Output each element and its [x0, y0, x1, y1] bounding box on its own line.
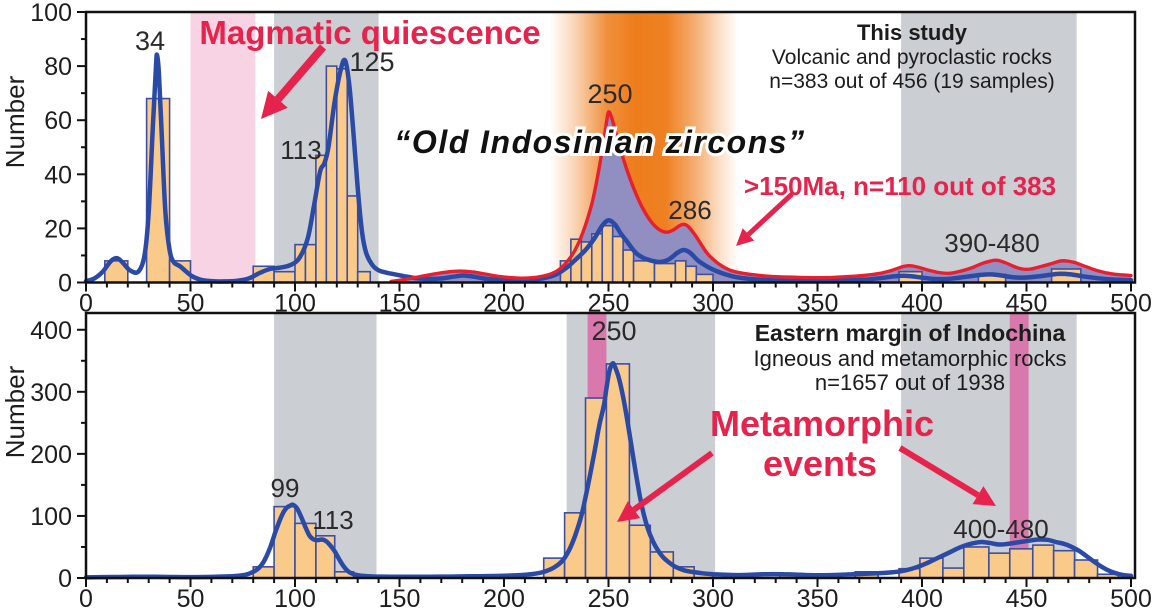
annotation-arrow-shaft	[746, 192, 794, 237]
x-axis-tick-label: 400	[901, 585, 943, 611]
peak-age-label: 286	[668, 195, 711, 225]
histogram-bar	[962, 546, 990, 579]
annotation-text: “Old Indosinian zircons”	[394, 124, 805, 160]
y-axis-tick-label: 80	[44, 53, 72, 81]
peak-age-label: 125	[349, 47, 394, 77]
y-axis-tick-label: 300	[30, 379, 72, 407]
peak-age-label: 250	[591, 316, 636, 346]
y-axis-title: Number	[0, 75, 30, 168]
x-axis-tick-label: 250	[588, 585, 630, 611]
red-kde-fill	[391, 111, 1131, 283]
gray-highlight-band	[901, 313, 1077, 578]
histogram-bar	[605, 363, 631, 579]
histogram-bar	[653, 262, 677, 284]
annotation-arrowhead-icon	[972, 486, 996, 506]
peak-age-label: 113	[312, 505, 353, 535]
histogram-bar	[563, 512, 587, 579]
peak-age-label: 390-480	[944, 228, 1039, 258]
histogram-bar	[988, 552, 1011, 579]
x-axis-tick-label: 450	[1006, 585, 1048, 611]
histogram-bar	[335, 68, 349, 284]
y-axis-tick-label: 0	[58, 270, 72, 298]
peak-age-label: 113	[280, 135, 321, 165]
y-axis-tick-label: 40	[44, 161, 72, 189]
panel-header-line: Volcanic and pyroclastic rocks	[772, 46, 1052, 69]
gray-highlight-band	[901, 12, 1077, 283]
annotation-text: Magmatic quiescence	[199, 14, 540, 51]
x-axis-tick-label: 0	[79, 585, 93, 611]
histogram-bar	[674, 260, 687, 284]
panel-header-line: Eastern margin of Indochina	[755, 320, 1066, 346]
pink-highlight-band	[190, 12, 256, 283]
histogram-bar	[611, 235, 624, 284]
histogram-bar	[1052, 549, 1076, 579]
x-axis-tick-label: 350	[797, 585, 839, 611]
annotation-arrow-shaft	[632, 450, 714, 513]
panel-header-line: Igneous and metamorphic rocks	[753, 346, 1066, 371]
y-axis-tick-label: 100	[30, 0, 72, 27]
histogram-bar	[622, 249, 635, 284]
histogram-bar	[304, 243, 317, 284]
panel-header-line: This study	[857, 20, 968, 45]
histogram-bar	[273, 505, 296, 579]
x-axis-tick-label: 50	[177, 585, 205, 611]
x-axis-tick-label: 300	[692, 585, 734, 611]
histogram-bar	[632, 260, 656, 284]
y-axis-tick-label: 200	[30, 441, 72, 469]
x-axis-tick-label: 0	[79, 290, 93, 318]
peak-age-label: 250	[587, 79, 632, 109]
x-axis-tick-label: 500	[1110, 585, 1152, 611]
annotation-arrow-shaft	[274, 44, 327, 102]
panel-header-line: n=1657 out of 1938	[815, 370, 1005, 395]
x-axis-tick-label: 150	[379, 585, 421, 611]
peak-age-label: 99	[271, 473, 300, 503]
annotation-text: >150Ma, n=110 out of 383	[744, 171, 1056, 201]
panel-this-study: 0 50 100 150 200 250 300 350 400 450 5000204060801…	[0, 0, 1152, 318]
annotation-arrowhead-icon	[617, 501, 641, 522]
histogram-bar	[685, 265, 698, 284]
annotation-arrow-shaft	[898, 445, 980, 498]
panel-indochina: 0 50 100 150 200 250 300 350 400 450 500 0 100 200 300…	[0, 311, 1152, 611]
magenta-highlight-band	[1009, 313, 1029, 578]
kde-curve-red	[389, 110, 1133, 284]
histogram-bar	[346, 195, 359, 284]
annotation-text: events	[763, 443, 877, 484]
peak-age-label: 34	[135, 26, 165, 56]
panel-header-line: n=383 out of 456 (19 samples)	[769, 70, 1054, 93]
y-axis-tick-label: 60	[44, 107, 72, 135]
histogram-bar	[273, 270, 296, 284]
y-axis-title: Number	[0, 365, 30, 458]
axis-box	[84, 311, 1137, 580]
y-axis-tick-label: 0	[58, 565, 72, 593]
y-axis-tick-label: 100	[30, 503, 72, 531]
kde-curve-blue	[83, 361, 1134, 580]
histogram-bar	[942, 567, 965, 579]
annotation-arrowhead-icon	[736, 228, 755, 246]
x-axis-tick-label: 200	[483, 585, 525, 611]
x-axis-tick-label: 100	[274, 585, 316, 611]
annotation-text: Metamorphic	[710, 403, 934, 444]
histogram-bar	[356, 270, 372, 284]
annotation-arrowhead-icon	[261, 90, 288, 119]
histogram-bar	[601, 224, 614, 284]
peak-age-label: 400-480	[953, 514, 1048, 544]
histogram-bar	[1008, 548, 1034, 579]
y-axis-tick-label: 20	[44, 215, 72, 243]
y-axis-tick-label: 400	[30, 317, 72, 345]
histogram-bar	[1031, 544, 1055, 579]
kde-curve-blue	[83, 52, 1134, 284]
